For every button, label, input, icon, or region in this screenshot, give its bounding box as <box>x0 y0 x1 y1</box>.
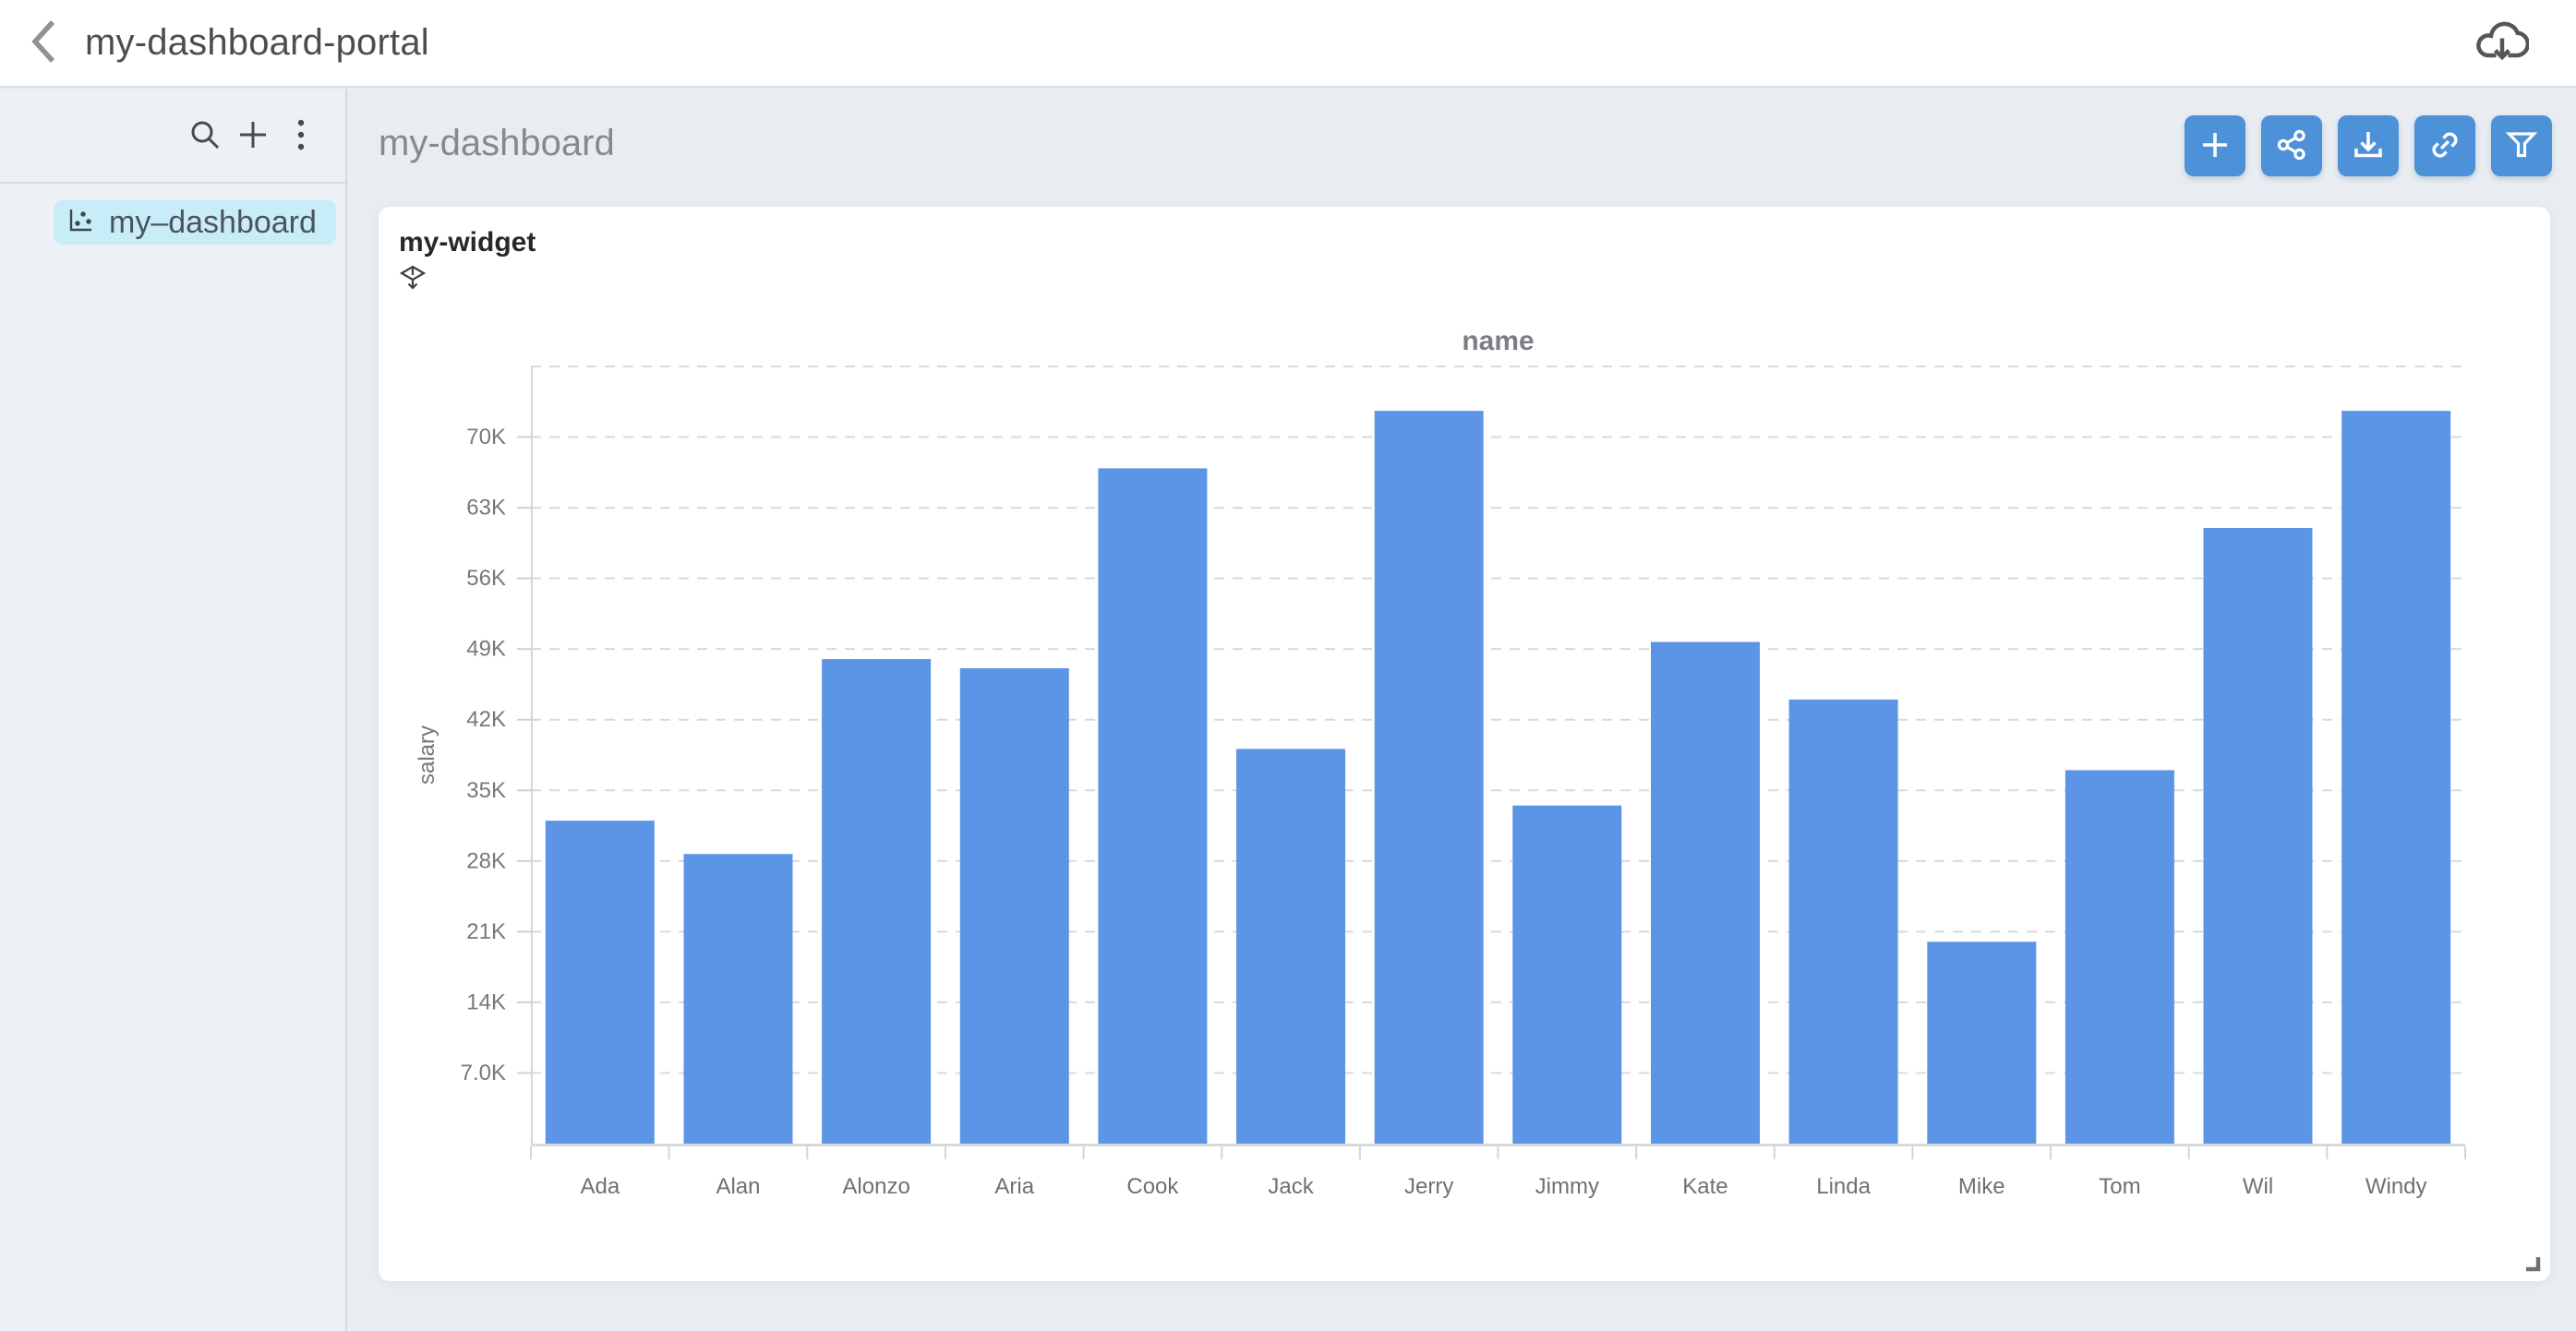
download-tray-icon <box>2352 128 2385 164</box>
main-area: my-dashboard <box>347 90 2576 1331</box>
y-tick-label: 49K <box>466 637 506 662</box>
y-tick-label: 42K <box>466 707 506 732</box>
resize-corner-handle[interactable] <box>2522 1255 2543 1276</box>
sidebar-item-my-dashboard[interactable]: my–dashboard <box>54 200 336 245</box>
more-options-button[interactable] <box>281 115 321 156</box>
bar-Linda <box>1788 699 1898 1144</box>
body: my–dashboard my-dashboard <box>0 90 2576 1331</box>
plus-icon <box>235 117 271 155</box>
x-tick-label: Ada <box>580 1174 620 1199</box>
y-tick-label: 70K <box>466 425 506 450</box>
bar-Tom <box>2064 770 2174 1144</box>
copy-link-button[interactable] <box>2414 115 2475 176</box>
link-chain-icon <box>2428 128 2462 164</box>
sidebar-item-label: my–dashboard <box>109 204 317 240</box>
share-button[interactable] <box>2261 115 2322 176</box>
add-button[interactable] <box>233 115 273 156</box>
y-tick-label: 7.0K <box>461 1061 506 1085</box>
search-button[interactable] <box>185 115 225 156</box>
bar-Kate <box>1651 642 1760 1144</box>
bar-Jimmy <box>1512 805 1622 1144</box>
bar-Aria <box>959 668 1069 1144</box>
bar-Windy <box>2341 411 2451 1145</box>
y-tick-label: 35K <box>466 778 506 803</box>
x-tick-label: Alan <box>716 1174 760 1199</box>
y-axis-name: salary <box>415 725 439 785</box>
x-tick-label: Windy <box>2365 1174 2427 1199</box>
back-button[interactable] <box>13 14 72 73</box>
bar-chart: name 7.0K 14K 21K 28K 35K 42K 49K 56K 63K 70K salar… <box>415 326 2466 1199</box>
y-tick-label: 63K <box>466 496 506 521</box>
y-tick-label: 56K <box>466 566 506 591</box>
filters-button[interactable] <box>2491 115 2552 176</box>
x-tick-label: Jimmy <box>1535 1174 1599 1199</box>
scatter-chart-icon <box>66 206 95 240</box>
top-bar: my-dashboard-portal <box>0 0 2576 88</box>
bar-Ada <box>545 821 655 1144</box>
y-tick-label: 14K <box>466 989 506 1014</box>
search-icon <box>188 118 222 154</box>
y-tick-label: 21K <box>466 919 506 944</box>
x-tick-label: Mike <box>1958 1174 2005 1199</box>
cloud-download-icon <box>2475 20 2531 66</box>
bar-Cook <box>1098 468 1208 1144</box>
x-tick-label: Tom <box>2099 1174 2140 1199</box>
x-tick-label: Cook <box>1126 1174 1179 1199</box>
page-title: my-dashboard-portal <box>85 22 429 63</box>
bar-Wil <box>2203 528 2313 1144</box>
bar-Jerry <box>1374 411 1484 1145</box>
x-tick-label: Alonzo <box>842 1174 909 1199</box>
x-tick-label: Wil <box>2243 1174 2273 1199</box>
x-tick-label: Jack <box>1268 1174 1314 1199</box>
add-widget-button[interactable] <box>2185 115 2245 176</box>
chevron-left-icon <box>24 16 61 70</box>
cloud-download-button[interactable] <box>2473 14 2532 73</box>
resize-corner-icon <box>2523 1254 2542 1277</box>
y-tick-label: 28K <box>466 848 506 873</box>
bar-Jack <box>1236 749 1345 1144</box>
sidebar: my–dashboard <box>0 90 347 1331</box>
bar-Alan <box>683 854 793 1144</box>
sidebar-toolbar <box>0 90 345 184</box>
widget-title: my-widget <box>399 227 536 258</box>
share-nodes-icon <box>2275 128 2308 164</box>
dashboard-toolbar <box>2185 115 2552 176</box>
funnel-icon <box>2505 128 2538 164</box>
bar-Mike <box>1927 941 2037 1144</box>
kebab-menu-icon <box>296 117 306 155</box>
move-widget-icon <box>398 264 427 294</box>
plus-icon <box>2198 128 2232 164</box>
chart-title: name <box>1462 326 1534 356</box>
x-tick-label: Jerry <box>1404 1174 1453 1199</box>
x-tick-label: Aria <box>994 1174 1034 1199</box>
download-button[interactable] <box>2338 115 2399 176</box>
x-tick-label: Kate <box>1682 1174 1727 1199</box>
widget-card: my-widget name 7.0K 14K 21K 28K 35K 42K 49K 56K 6… <box>379 207 2550 1281</box>
dashboard-title: my-dashboard <box>379 123 615 163</box>
move-widget-handle[interactable] <box>397 264 428 294</box>
x-tick-label: Linda <box>1816 1174 1871 1199</box>
bar-Alonzo <box>822 659 932 1144</box>
